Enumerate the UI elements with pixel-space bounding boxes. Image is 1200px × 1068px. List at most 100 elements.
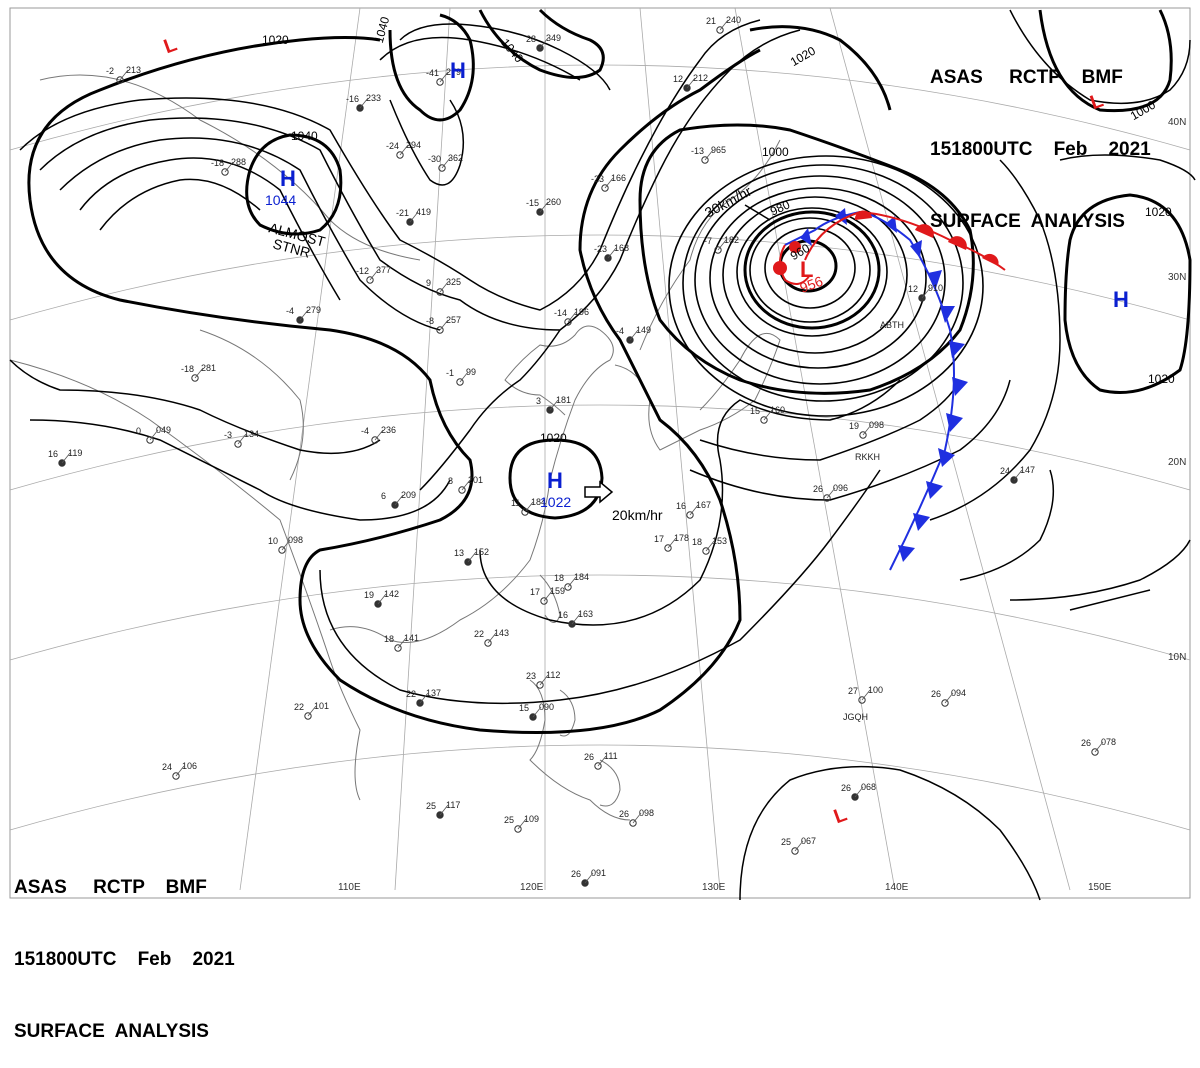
- station-pressure: 090: [539, 702, 554, 712]
- station-pressure: 106: [182, 761, 197, 771]
- station-pressure: 182: [724, 235, 739, 245]
- header-line: 151800UTC Feb 2021: [14, 949, 235, 970]
- station-pressure: 240: [726, 15, 741, 25]
- wind-barb: [539, 674, 549, 686]
- station-pressure: 068: [861, 782, 876, 792]
- station-plot: 26 068: [841, 782, 876, 801]
- station-plot: 17 178: [654, 533, 689, 552]
- station-pressure: 178: [674, 533, 689, 543]
- station-temp: -3: [224, 430, 232, 440]
- wind-barb: [861, 689, 871, 701]
- station-pressure: 101: [314, 701, 329, 711]
- station-pressure: 091: [591, 868, 606, 878]
- station-plot: 26 078: [1081, 737, 1116, 756]
- wind-barb: [549, 399, 559, 411]
- wind-barb: [439, 281, 449, 293]
- wind-barb: [571, 613, 581, 625]
- station-plot: 22 143: [474, 628, 509, 647]
- station-circle: [304, 712, 312, 720]
- station-plot: 19 098: [849, 420, 884, 439]
- station-plot: -1 99: [446, 367, 476, 386]
- station-plot: 22 101: [294, 701, 329, 720]
- station-plots: 28 349-41 279-2 213-16 233-18 288-24 294-21 419…: [48, 15, 1116, 887]
- station-temp: 18: [384, 634, 394, 644]
- station-plot: -21 419: [396, 207, 431, 226]
- station-temp: 12: [673, 74, 683, 84]
- station-pressure: 201: [468, 475, 483, 485]
- station-plot: 25 117: [426, 800, 460, 819]
- station-temp: 3: [536, 396, 541, 406]
- station-circle: [438, 164, 446, 172]
- station-plot: -4 149: [616, 325, 651, 344]
- wind-barb: [61, 452, 71, 464]
- station-temp: -2: [106, 66, 114, 76]
- station-temp: 11: [511, 498, 520, 508]
- station-temp: 18: [554, 573, 564, 583]
- station-plot: 22 137: [406, 688, 441, 707]
- wind-barb: [397, 637, 407, 649]
- station-pressure: 142: [384, 589, 399, 599]
- station-circle: [859, 431, 867, 439]
- header-line: ASAS RCTP BMF: [14, 877, 207, 898]
- station-pressure: 184: [574, 572, 589, 582]
- motion-arrows: [584, 204, 771, 504]
- station-temp: -13: [691, 146, 704, 156]
- station-temp: -16: [346, 94, 359, 104]
- station-plot: 23 112: [526, 670, 560, 689]
- wind-barb: [307, 705, 317, 717]
- lat-label-30n: 30N: [1168, 272, 1186, 283]
- station-pressure: 166: [611, 173, 626, 183]
- station-plot: 15 160: [750, 405, 785, 424]
- station-temp: 21: [706, 16, 716, 26]
- station-temp: 26: [841, 783, 851, 793]
- station-plot: -4 236: [361, 425, 396, 444]
- lat-label-20n: 20N: [1168, 457, 1186, 468]
- high-center-value: 1022: [540, 494, 571, 510]
- lat-label-10n: 10N: [1168, 652, 1186, 663]
- station-circle: [456, 378, 464, 386]
- station-circle: [564, 318, 572, 326]
- wind-barb: [1013, 469, 1023, 481]
- station-id: RKKH: [855, 452, 880, 462]
- weather-map: 28 349-41 279-2 213-16 233-18 288-24 294-21 419…: [9, 7, 1196, 901]
- station-pressure: 419: [416, 207, 431, 217]
- station-temp: -4: [616, 326, 624, 336]
- wind-barb: [487, 632, 497, 644]
- station-plot: 11 184: [511, 497, 546, 516]
- wind-barb: [567, 311, 577, 323]
- motion-arrow-high: [584, 480, 614, 504]
- station-pressure: 098: [288, 535, 303, 545]
- station-temp: 25: [504, 815, 514, 825]
- station-circle: [540, 597, 548, 605]
- station-circle: [146, 436, 154, 444]
- isobar-label: 1040: [372, 15, 393, 45]
- wind-barb: [944, 692, 954, 704]
- station-circle: [941, 699, 949, 707]
- station-circle: [536, 681, 544, 689]
- station-temp: 13: [454, 548, 464, 558]
- station-pressure: 137: [426, 688, 441, 698]
- cold-front: [784, 208, 968, 571]
- station-temp: 8: [448, 476, 453, 486]
- station-plot: 16 167: [676, 500, 711, 519]
- station-temp: 15: [750, 406, 760, 416]
- station-circle: [278, 546, 286, 554]
- station-circle: [716, 26, 724, 34]
- station-circle: [458, 486, 466, 494]
- station-plot: -16 233: [346, 93, 381, 112]
- station-plot: -18 288: [211, 157, 246, 176]
- station-circle: [116, 76, 124, 84]
- station-temp: 16: [558, 610, 568, 620]
- station-circle: [396, 151, 404, 159]
- occluded-front: [779, 244, 811, 285]
- station-pressure: 159: [550, 586, 565, 596]
- station-plot: -3 134: [224, 429, 259, 448]
- station-pressure: 119: [68, 448, 82, 458]
- isobar-1040-high: [245, 133, 343, 236]
- wind-barb: [524, 501, 534, 513]
- wind-barb: [854, 786, 864, 798]
- low-center-symbol: L: [800, 257, 813, 282]
- station-temp: 24: [162, 762, 172, 772]
- wind-barb: [461, 479, 471, 491]
- station-temp: 25: [426, 801, 436, 811]
